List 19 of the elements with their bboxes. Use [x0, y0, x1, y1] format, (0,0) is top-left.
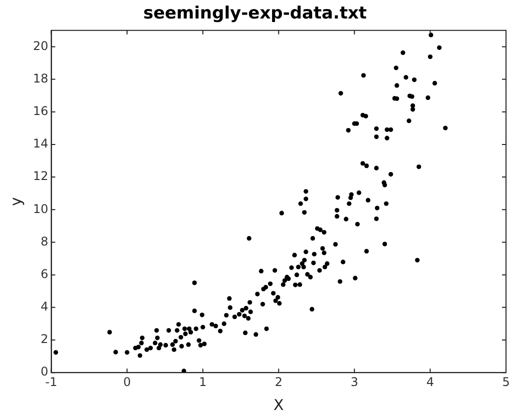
y-tick-label: 4	[40, 300, 48, 314]
x-tick-label: 1	[199, 374, 207, 389]
x-tick-label: 5	[502, 374, 510, 389]
y-tick-label: 8	[40, 234, 48, 248]
chart-title: seemingly-exp-data.txt	[143, 4, 367, 24]
y-tick-label: 6	[40, 266, 48, 281]
y-axis-title: y	[6, 196, 25, 206]
y-tick-label: 10	[32, 202, 48, 216]
x-tick-label: 2	[274, 374, 282, 389]
y-tick-label: 14	[32, 136, 48, 151]
y-tick-label: 12	[32, 169, 48, 184]
x-axis-title: X	[273, 396, 284, 414]
x-tick-label: 3	[350, 374, 358, 389]
y-tick-label: 2	[40, 332, 48, 346]
x-tick-label: 0	[123, 374, 131, 389]
y-tick-label: 16	[32, 104, 48, 118]
x-tick-label: 4	[426, 374, 434, 389]
y-tick-label: 18	[32, 71, 48, 86]
y-tick-label: 20	[32, 38, 48, 53]
